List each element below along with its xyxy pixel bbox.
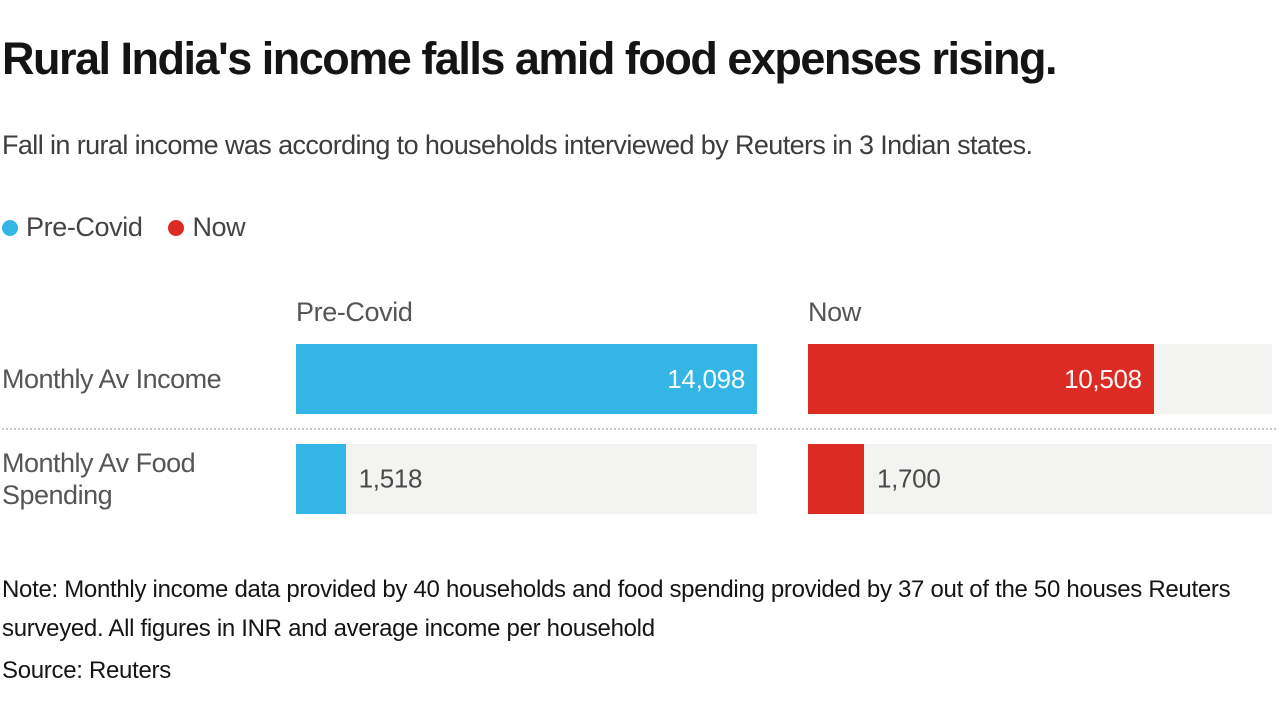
source-text: Source: Reuters: [2, 657, 171, 684]
column-header-now: Now: [808, 297, 861, 327]
bar-track-food-pre-covid: 1,518: [296, 444, 757, 514]
page-subtitle: Fall in rural income was according to ho…: [2, 130, 1033, 160]
row-separator: [2, 428, 1276, 430]
bar-track-income-pre-covid: 14,098: [296, 344, 757, 414]
table-row-food-spending: Monthly Av Food Spending 1,518 1,700: [2, 444, 1276, 514]
legend-item-now: Now: [168, 212, 246, 243]
page-title: Rural India's income falls amid food exp…: [2, 33, 1058, 84]
legend-label-now: Now: [192, 212, 246, 242]
bar-chart: Pre-Covid Now Monthly Av Income 14,098 1…: [2, 297, 1276, 514]
value-label-income-now: 10,508: [1064, 363, 1142, 394]
bar-food-now: [808, 444, 864, 514]
bar-track-income-now: 10,508: [808, 344, 1272, 414]
note-text: Note: Monthly income data provided by 40…: [2, 576, 1231, 642]
column-header-pre-covid: Pre-Covid: [296, 297, 413, 327]
value-label-income-pre-covid: 14,098: [667, 363, 745, 394]
row-label-income: Monthly Av Income: [2, 364, 222, 394]
legend-label-pre-covid: Pre-Covid: [26, 212, 143, 242]
legend-item-pre-covid: Pre-Covid: [2, 212, 143, 243]
table-row-income: Monthly Av Income 14,098 10,508: [2, 344, 1276, 414]
bar-food-pre-covid: [296, 444, 346, 514]
bar-income-now: 10,508: [808, 344, 1154, 414]
legend-dot-pre-covid-icon: [2, 219, 18, 236]
legend: Pre-Covid Now: [2, 212, 1276, 243]
bar-track-food-now: 1,700: [808, 444, 1272, 514]
column-header-row: Pre-Covid Now: [2, 297, 1276, 344]
value-label-food-pre-covid: 1,518: [358, 463, 423, 494]
value-label-food-now: 1,700: [876, 463, 941, 494]
legend-dot-now-icon: [168, 219, 185, 236]
bar-income-pre-covid: 14,098: [296, 344, 757, 414]
row-label-food-spending: Monthly Av Food Spending: [2, 448, 196, 510]
